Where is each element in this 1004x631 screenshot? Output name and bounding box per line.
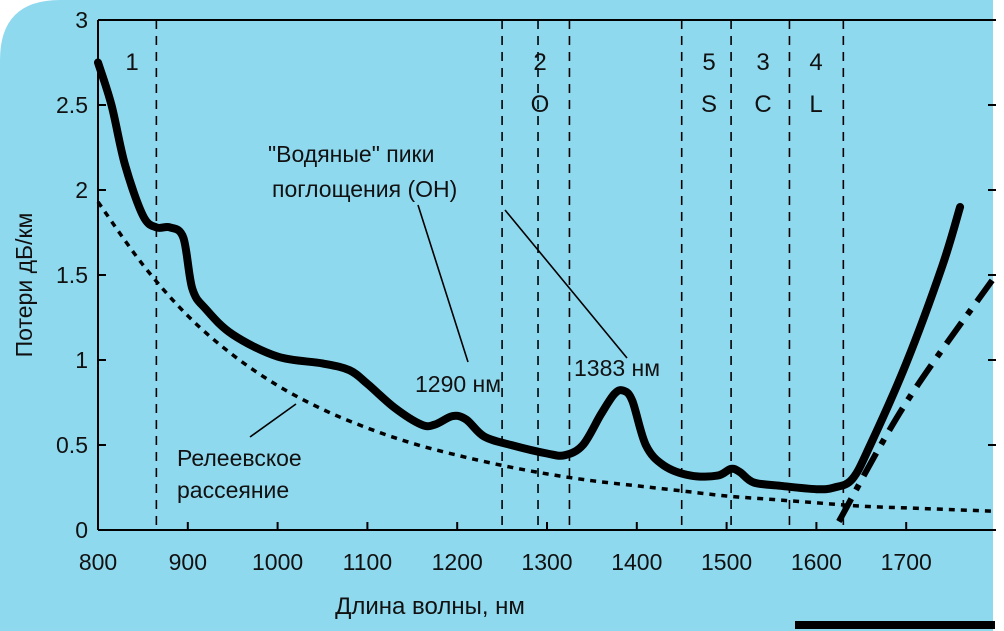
x-tick-label: 900: [169, 549, 207, 575]
rayleigh-label-line1: Релеевское: [177, 445, 302, 471]
x-tick-label: 1700: [881, 549, 932, 575]
water-peaks-label-line2: поглощения (OH): [272, 176, 457, 202]
y-tick-label: 3: [75, 7, 88, 33]
peak-1290-label: 1290 нм: [415, 371, 501, 397]
x-tick-label: 1100: [343, 549, 392, 575]
y-axis-label: Потери дБ/км: [11, 213, 37, 358]
rayleigh-pointer: [249, 403, 297, 438]
y-tick-label: 0: [75, 517, 88, 543]
corner-mask: [0, 0, 60, 60]
band-letter-label: C: [754, 91, 771, 118]
band-number-label: 5: [702, 49, 715, 76]
x-axis-label: Длина волны, нм: [335, 593, 525, 620]
band-letter-label: S: [701, 91, 717, 118]
x-tick-label: 1200: [432, 549, 483, 575]
band-number-label: 3: [756, 49, 769, 76]
band-number-label: 1: [125, 49, 138, 76]
pointer-1290: [417, 204, 469, 363]
x-tick-label: 1600: [791, 549, 842, 575]
x-tick-label: 1500: [701, 549, 752, 575]
bottom-bar: [795, 621, 995, 629]
y-tick-label: 1.5: [56, 262, 88, 288]
water-peaks-label-line1: "Водяные" пики: [268, 141, 434, 167]
band-number-label: 4: [809, 49, 822, 76]
x-tick-label: 1000: [252, 549, 303, 575]
y-tick-label: 1: [75, 347, 88, 373]
y-tick-label: 0.5: [56, 432, 88, 458]
x-tick-label: 1400: [611, 549, 662, 575]
peak-1383-label: 1383 нм: [574, 355, 660, 381]
x-tick-label: 1300: [521, 549, 572, 575]
attenuation-curve: [94, 58, 965, 494]
x-tick-label: 800: [79, 549, 117, 575]
band-letter-label: O: [531, 91, 550, 118]
right-edge-strip: [993, 0, 1004, 631]
band-letter-label: L: [809, 91, 822, 118]
y-tick-label: 2: [75, 177, 88, 203]
y-tick-label: 2.5: [56, 92, 88, 118]
rayleigh-label-line2: рассеяние: [177, 477, 289, 503]
band-number-label: 2: [533, 49, 546, 76]
pointer-1383: [504, 209, 628, 359]
